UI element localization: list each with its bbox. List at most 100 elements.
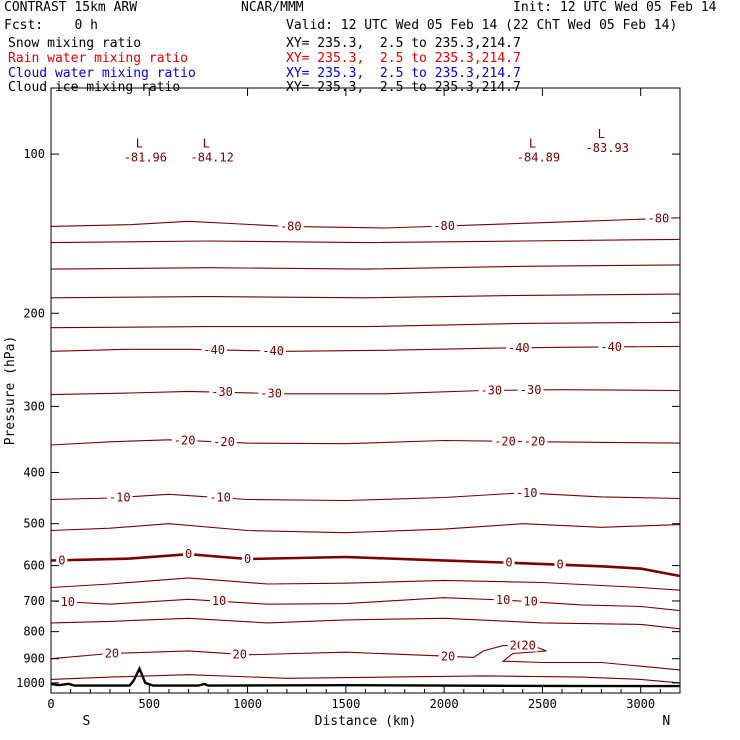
contour-lines	[50, 217, 681, 684]
init-time: Init: 12 UTC Wed 05 Feb 14	[513, 0, 717, 15]
contour-label--30: -30	[260, 386, 282, 400]
contour-label-bg	[645, 212, 672, 225]
contour-label-bg	[207, 491, 233, 504]
contour-label-bg	[521, 595, 540, 608]
y-tick-label: 200	[23, 306, 45, 320]
contour-label-bg	[58, 595, 77, 608]
contour-labels: -80 -80-80-40 -40 -40 -40-30 -30 -30 -30-20 -20-…	[56, 127, 672, 663]
contour--70	[50, 238, 681, 244]
contour-label-10: 10	[212, 594, 226, 608]
contour-label-10: 10	[523, 595, 537, 609]
contour--40	[50, 345, 681, 352]
contour-label-bg	[102, 647, 122, 660]
contour-label--20: -20	[174, 433, 196, 447]
contour--60	[50, 264, 681, 270]
field-xy-cloud-water: XY= 235.3, 2.5 to 235.3,214.7	[286, 66, 521, 81]
x-tick-label: 2000	[430, 697, 459, 711]
contour-label-0: 0	[185, 547, 192, 561]
contour-label-bg	[171, 434, 198, 447]
contour-label-0: 0	[556, 558, 563, 572]
low-value-label: -83.93	[586, 141, 629, 155]
field-xy-rain: XY= 235.3, 2.5 to 235.3,214.7	[286, 51, 521, 66]
contour-label--40: -40	[600, 340, 622, 354]
contour-label-bg	[517, 384, 544, 397]
contour--10	[50, 492, 681, 502]
contour-label--20: -20	[213, 435, 235, 449]
contour-15	[50, 617, 681, 630]
terrain-profile	[50, 665, 680, 688]
y-tick-label: 900	[23, 652, 45, 666]
contour-label--80: -80	[433, 219, 455, 233]
x-tick-label: 2500	[528, 697, 557, 711]
field-label-snow: Snow mixing ratio	[8, 36, 142, 51]
y-tick-label: 500	[23, 517, 45, 531]
contour-label-bg	[519, 639, 538, 652]
contour-label--10: -10	[209, 491, 231, 505]
contour-label-bg	[521, 435, 548, 448]
contour-label-0: 0	[58, 553, 65, 567]
contour-label-bg	[598, 340, 625, 353]
contour-label--40: -40	[203, 343, 225, 357]
low-value-label: -84.89	[517, 151, 560, 165]
terrain-line	[50, 665, 680, 688]
contour-label--80: -80	[648, 212, 670, 226]
x-axis-label: Distance (km)	[315, 714, 417, 729]
contour-label--20: -20	[494, 434, 516, 448]
y-tick-label: 1000	[16, 676, 45, 690]
contour-label-10: 10	[60, 595, 74, 609]
contour-label-10: 10	[496, 593, 510, 607]
organization: NCAR/MMM	[241, 0, 304, 15]
field-label-rain: Rain water mixing ratio	[8, 51, 189, 66]
y-tick-label: 800	[23, 625, 45, 639]
contour--50	[50, 321, 681, 329]
low-marker: L	[529, 137, 536, 151]
contour-label-bg	[209, 386, 235, 399]
contour--5	[50, 523, 681, 534]
contour-label-bg	[493, 593, 513, 606]
low-value-label: -81.96	[124, 151, 167, 165]
model-title: CONTRAST 15km ARW	[4, 0, 138, 15]
x-tick-label: 3000	[626, 697, 655, 711]
contour-label-bg	[211, 436, 237, 449]
low-marker: L	[203, 137, 210, 151]
contour-label-0: 0	[244, 552, 251, 566]
low-value-label: -84.12	[191, 151, 234, 165]
contour-label-20: 20	[105, 646, 119, 660]
contour-label-bg	[182, 548, 195, 561]
x-tick-label: 0	[47, 697, 54, 711]
contour-label-bg	[278, 220, 304, 233]
contour-label-bg	[56, 554, 68, 567]
contour-label-bg	[506, 341, 532, 354]
north-label: N	[662, 714, 670, 729]
contour-label--20: -20	[524, 435, 546, 449]
contour-label-bg	[554, 558, 566, 571]
contour-label--30: -30	[211, 385, 233, 399]
contour-label--30: -30	[480, 383, 502, 397]
contour-10	[50, 597, 681, 612]
contour--30	[50, 389, 681, 396]
y-tick-label: 300	[23, 399, 45, 413]
y-axis-label: Pressure (hPa)	[3, 336, 18, 446]
contour--80	[50, 217, 681, 229]
contour-label-20: 20	[441, 649, 455, 663]
contour-label-bg	[106, 491, 133, 504]
contour-label-bg	[258, 387, 284, 400]
contour-label-bg	[209, 595, 229, 608]
y-tick-label: 400	[23, 465, 45, 479]
contour-label-bg	[260, 345, 286, 358]
contour-label-20: 20	[521, 639, 535, 653]
contour-label-bg	[478, 384, 505, 397]
contour-label-bg	[230, 648, 249, 661]
contour-20	[50, 645, 681, 671]
valid-time: Valid: 12 UTC Wed 05 Feb 14 (22 ChT Wed …	[286, 18, 678, 33]
contour-label-bg	[241, 552, 254, 565]
contour-label-0: 0	[505, 556, 512, 570]
field-xy-snow: XY= 235.3, 2.5 to 235.3,214.7	[286, 36, 521, 51]
contour-5	[50, 577, 681, 591]
x-tick-label: 1000	[233, 697, 262, 711]
contour-label-20: 20	[232, 647, 246, 661]
forecast-hour: Fcst: 0 h	[4, 18, 98, 33]
south-label: S	[82, 714, 90, 729]
